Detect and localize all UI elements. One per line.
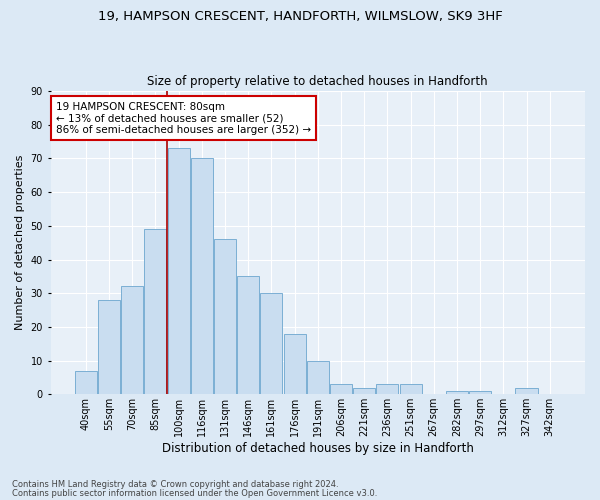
Bar — [121, 286, 143, 395]
Bar — [330, 384, 352, 394]
X-axis label: Distribution of detached houses by size in Handforth: Distribution of detached houses by size … — [162, 442, 474, 455]
Bar — [167, 148, 190, 394]
Bar — [400, 384, 422, 394]
Bar — [237, 276, 259, 394]
Y-axis label: Number of detached properties: Number of detached properties — [15, 155, 25, 330]
Bar — [191, 158, 213, 394]
Bar — [260, 293, 283, 394]
Title: Size of property relative to detached houses in Handforth: Size of property relative to detached ho… — [148, 76, 488, 88]
Bar — [98, 300, 120, 394]
Bar — [446, 391, 468, 394]
Bar — [284, 334, 305, 394]
Bar — [214, 240, 236, 394]
Bar — [515, 388, 538, 394]
Text: 19 HAMPSON CRESCENT: 80sqm
← 13% of detached houses are smaller (52)
86% of semi: 19 HAMPSON CRESCENT: 80sqm ← 13% of deta… — [56, 102, 311, 135]
Bar — [75, 370, 97, 394]
Text: Contains public sector information licensed under the Open Government Licence v3: Contains public sector information licen… — [12, 488, 377, 498]
Bar — [469, 391, 491, 394]
Bar — [145, 229, 166, 394]
Text: Contains HM Land Registry data © Crown copyright and database right 2024.: Contains HM Land Registry data © Crown c… — [12, 480, 338, 489]
Bar — [376, 384, 398, 394]
Bar — [307, 360, 329, 394]
Text: 19, HAMPSON CRESCENT, HANDFORTH, WILMSLOW, SK9 3HF: 19, HAMPSON CRESCENT, HANDFORTH, WILMSLO… — [98, 10, 502, 23]
Bar — [353, 388, 375, 394]
